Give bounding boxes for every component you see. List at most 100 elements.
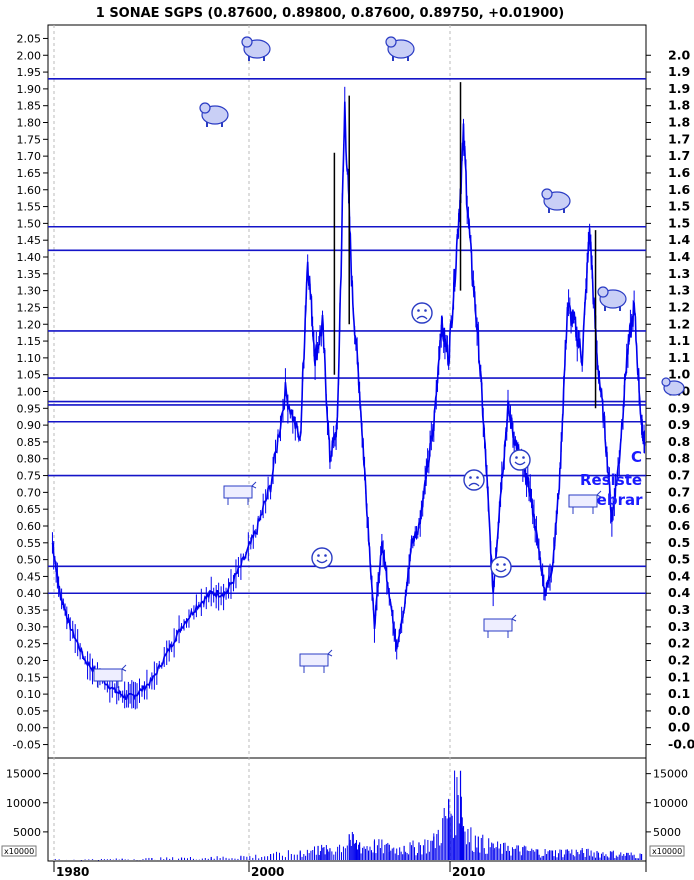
y-tick-label: 1.85	[17, 100, 42, 113]
y-tick-label-right: 1.6	[668, 165, 690, 180]
x-tick-label: 1980	[56, 865, 89, 879]
bear-icon	[385, 36, 415, 61]
support-resistance-lines	[48, 77, 646, 595]
y-tick-label-right: 0.9	[668, 417, 690, 432]
y-tick-label-right: 0.6	[668, 501, 690, 516]
y-tick-label-right: 0.4	[668, 585, 690, 600]
y-tick-label: 0.05	[17, 705, 42, 718]
y-tick-label-right: 0.9	[668, 400, 690, 415]
bull-icon	[93, 664, 127, 688]
y-tick-label-right: 1.3	[668, 266, 690, 281]
volume-tick-label-right: 10000	[653, 797, 688, 810]
multiplier-box-left	[1, 845, 37, 857]
bull-icon	[299, 649, 333, 673]
y-tick-label: 0.20	[17, 654, 42, 667]
y-tick-label-right: 0.7	[668, 468, 690, 483]
y-tick-label: 0.95	[17, 402, 42, 415]
bear-icon	[541, 188, 571, 213]
sad-face-icon	[411, 302, 433, 324]
y-tick-label: 1.65	[17, 167, 42, 180]
volume-axis: 15000 15000 10000 10000 5000 5000	[6, 768, 688, 839]
y-tick-label: 1.45	[17, 234, 42, 247]
sad-face-icon	[463, 469, 485, 491]
y-tick-label-right: 1.6	[668, 182, 690, 197]
y-tick-label-right: 1.4	[668, 249, 690, 264]
multiplier-label-left: x10000	[4, 847, 34, 856]
y-tick-label-right: 0.3	[668, 619, 690, 634]
y-tick-label: -0.05	[13, 739, 41, 752]
y-tick-label: 0.80	[17, 453, 42, 466]
y-tick-label: 1.15	[17, 335, 42, 348]
y-tick-label: 0.75	[17, 470, 42, 483]
y-tick-label: 0.55	[17, 537, 42, 550]
y-tick-label: 0.40	[17, 587, 42, 600]
y-tick-label-right: 1.5	[668, 215, 690, 230]
y-tick-label: 1.35	[17, 268, 42, 281]
y-tick-label: 1.05	[17, 369, 42, 382]
y-tick-label-right: 1.4	[668, 232, 690, 247]
volume-tick-label-right: 5000	[653, 826, 681, 839]
volume-tick-label: 15000	[6, 768, 41, 781]
y-tick-label-right: 1.3	[668, 283, 690, 298]
y-tick-label-right: 1.9	[668, 64, 690, 79]
y-tick-label: 1.25	[17, 301, 42, 314]
smiley-icon	[490, 556, 512, 578]
y-tick-label: 0.70	[17, 486, 42, 499]
x-tick-label: 2000	[251, 865, 284, 879]
y-tick-label-right: 1.7	[668, 148, 690, 163]
bull-icon	[483, 614, 517, 638]
y-tick-label-right: 0.3	[668, 602, 690, 617]
y-tick-label: 1.70	[17, 150, 42, 163]
x-tick-label: 2010	[452, 865, 485, 879]
y-tick-label: 0.90	[17, 419, 42, 432]
y-tick-label-right: 0.4	[668, 568, 690, 583]
y-tick-label-right: 0.0	[668, 703, 690, 718]
annotation-text: uebrar	[586, 491, 643, 509]
volume-series	[54, 770, 643, 861]
smiley-icon	[311, 547, 333, 569]
volume-tick-label: 10000	[6, 797, 41, 810]
y-tick-label-right: 0.2	[668, 636, 690, 651]
y-tick-label: 1.60	[17, 184, 42, 197]
y-tick-label-right: 0.0	[668, 720, 690, 735]
y-tick-label-right: 0.8	[668, 451, 690, 466]
y-tick-label-right: 0.5	[668, 535, 690, 550]
y-tick-label: 0.00	[17, 722, 42, 735]
y-tick-label-right: 0.8	[668, 434, 690, 449]
y-tick-label: 0.60	[17, 520, 42, 533]
y-tick-label: 1.75	[17, 133, 42, 146]
multiplier-box-right	[649, 845, 685, 857]
y-tick-label: 0.30	[17, 621, 42, 634]
y-tick-label-right: 1.5	[668, 199, 690, 214]
y-tick-label-right: 0.1	[668, 686, 690, 701]
annotation-text: Resiste	[580, 471, 642, 489]
y-tick-label-right: 2.0	[668, 47, 690, 62]
y-tick-label: 0.25	[17, 638, 42, 651]
y-tick-label-right: 1.1	[668, 350, 690, 365]
y-tick-label: 0.45	[17, 570, 42, 583]
price-panel-frame	[47, 24, 647, 759]
y-tick-label-right: 1.8	[668, 98, 690, 113]
volume-panel-frame	[47, 757, 647, 862]
y-tick-label-right: 0.5	[668, 552, 690, 567]
y-tick-label: 1.80	[17, 117, 42, 130]
y-tick-label-right: 1.7	[668, 131, 690, 146]
y-tick-label-right: 1.9	[668, 81, 690, 96]
left-price-axis: 2.05 2.00 1.95 1.90 1.85 1.80 1.75 1.70 1.65 1.60…	[13, 32, 48, 752]
y-tick-label: 1.55	[17, 201, 42, 214]
bear-icon	[199, 102, 229, 127]
y-tick-label: 1.20	[17, 318, 42, 331]
bull-icon	[223, 481, 257, 505]
y-tick-label: 0.65	[17, 503, 42, 516]
y-tick-label-right: 0.7	[668, 484, 690, 499]
y-tick-label: 0.10	[17, 688, 42, 701]
right-price-axis: 2.01.91.91.81.81.71.71.61.61.51.51.41.41…	[646, 47, 694, 752]
y-tick-label: 1.00	[17, 386, 42, 399]
bear-icon	[597, 286, 627, 311]
chart-title: 1 SONAE SGPS (0.87600, 0.89800, 0.87600,…	[96, 6, 564, 21]
volume-tick-label: 5000	[13, 826, 41, 839]
bear-icon	[241, 36, 271, 61]
y-tick-label: 0.50	[17, 554, 42, 567]
y-tick-label: 1.40	[17, 251, 42, 264]
